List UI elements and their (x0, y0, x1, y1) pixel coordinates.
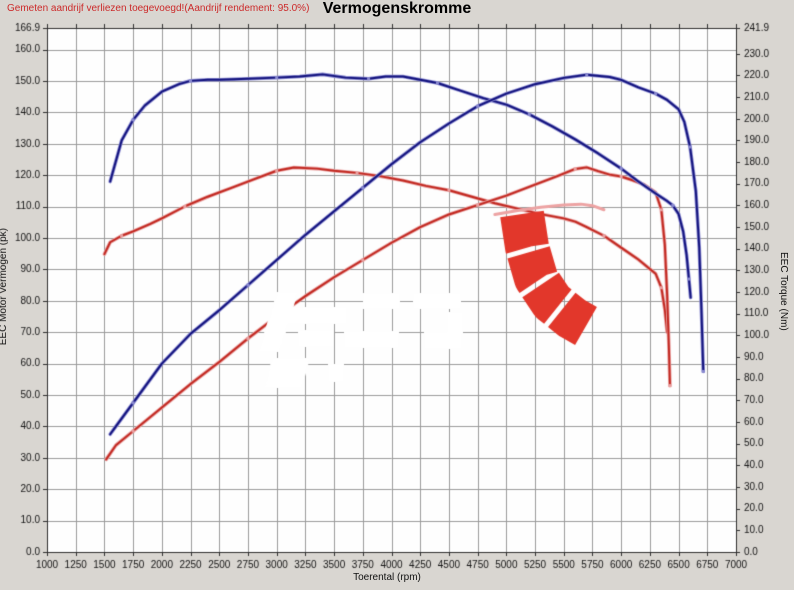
x-axis-title: Toerental (rpm) (353, 572, 421, 583)
drivetrain-loss-note: Gemeten aandrijf verliezen toegevoegd!(A… (7, 3, 310, 14)
page-title: Vermogenskromme (322, 0, 472, 17)
left-axis-title: EEC Motor Vermogen (pk) (0, 228, 9, 346)
right-axis-title: EEC Torque (Nm) (778, 252, 789, 331)
